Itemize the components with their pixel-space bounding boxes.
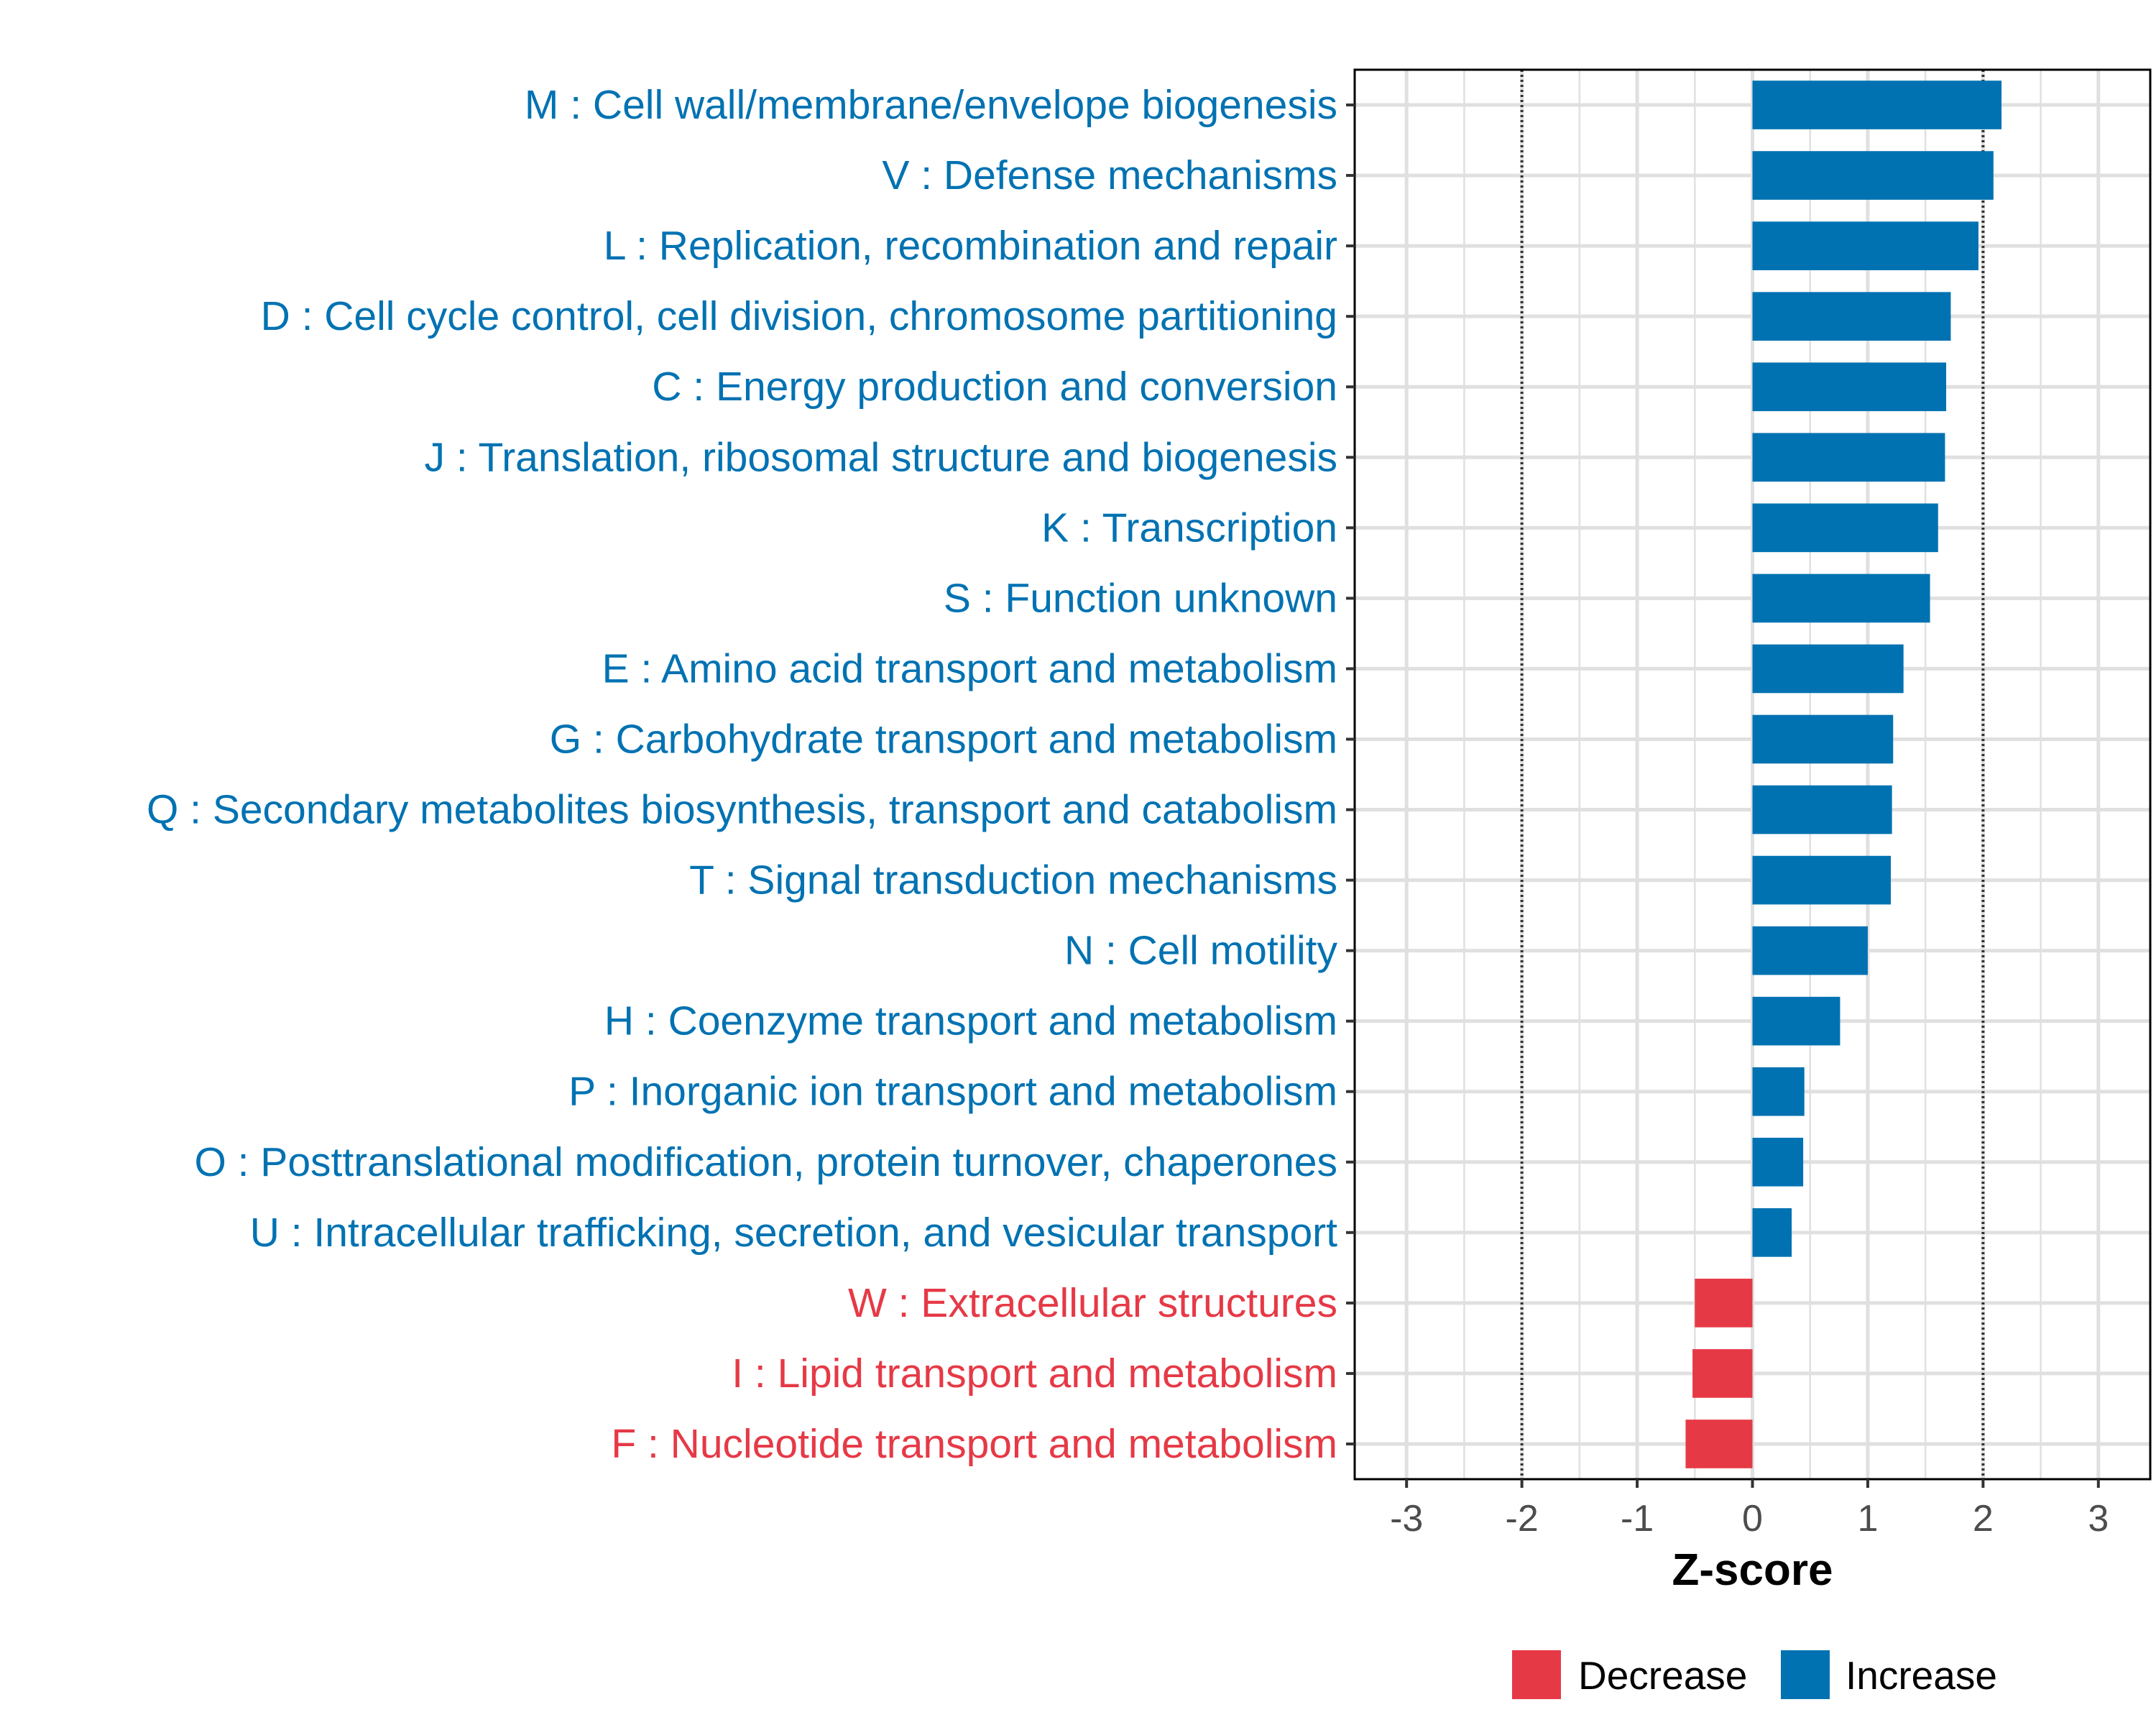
- bar-n: [1752, 926, 1868, 975]
- category-label: K : Transcription: [1041, 505, 1337, 551]
- bar-w: [1695, 1279, 1753, 1328]
- category-label: G : Carbohydrate transport and metabolis…: [550, 716, 1337, 762]
- x-tick-label: -2: [1506, 1498, 1539, 1540]
- category-label: T : Signal transduction mechanisms: [689, 857, 1337, 903]
- x-tick-label: -3: [1390, 1498, 1423, 1540]
- category-label: P : Inorganic ion transport and metaboli…: [568, 1069, 1337, 1115]
- legend-key-decrease: [1512, 1650, 1561, 1699]
- bar-t: [1752, 855, 1892, 905]
- bar-o: [1752, 1137, 1804, 1187]
- category-label: H : Coenzyme transport and metabolism: [604, 998, 1337, 1044]
- category-label: C : Energy production and conversion: [652, 364, 1337, 410]
- y-axis-ticks: [1346, 104, 1355, 1445]
- bar-d: [1752, 292, 1951, 341]
- x-tick-label: 3: [2088, 1498, 2109, 1540]
- category-label: W : Extracellular structures: [848, 1280, 1337, 1326]
- x-tick-label: 2: [1973, 1498, 1994, 1540]
- category-label: E : Amino acid transport and metabolism: [602, 645, 1337, 691]
- bar-k: [1752, 503, 1938, 553]
- x-tick-label: -1: [1621, 1498, 1654, 1540]
- x-axis-ticks: [1405, 1479, 2100, 1488]
- category-label: O : Posttranslational modification, prot…: [194, 1139, 1337, 1185]
- bars: [1685, 80, 2002, 1468]
- legend-label-increase: Increase: [1846, 1653, 1997, 1698]
- bar-l: [1752, 221, 1978, 270]
- bar-j: [1752, 433, 1945, 482]
- category-label: D : Cell cycle control, cell division, c…: [261, 293, 1337, 339]
- bar-e: [1752, 644, 1904, 694]
- bar-v: [1752, 151, 1994, 200]
- category-label: U : Intracellular trafficking, secretion…: [250, 1210, 1337, 1256]
- reference-lines: [1520, 70, 1985, 1479]
- category-label: F : Nucleotide transport and metabolism: [611, 1421, 1337, 1467]
- bar-h: [1752, 996, 1841, 1046]
- category-label: L : Replication, recombination and repai…: [604, 223, 1337, 269]
- category-label: I : Lipid transport and metabolism: [732, 1351, 1337, 1397]
- category-label: J : Translation, ribosomal structure and…: [425, 434, 1337, 480]
- bar-i: [1692, 1349, 1753, 1398]
- legend-label-decrease: Decrease: [1578, 1653, 1747, 1698]
- bar-s: [1752, 574, 1930, 623]
- bar-q: [1752, 785, 1892, 834]
- bar-c: [1752, 362, 1947, 412]
- legend: Decrease Increase: [1512, 1650, 1997, 1699]
- category-label: V : Defense mechanisms: [882, 152, 1337, 198]
- category-label: N : Cell motility: [1064, 928, 1338, 974]
- category-label: Q : Secondary metabolites biosynthesis, …: [147, 787, 1337, 833]
- bar-g: [1752, 714, 1894, 764]
- bar-u: [1752, 1208, 1792, 1257]
- x-tick-label: 0: [1742, 1498, 1763, 1540]
- bar-f: [1685, 1420, 1753, 1468]
- x-axis-tick-labels: -3 -2 -1 0 1 2 3: [1390, 1498, 2109, 1540]
- category-label: M : Cell wall/membrane/envelope biogenes…: [525, 82, 1337, 128]
- x-tick-label: 1: [1857, 1498, 1878, 1540]
- bar-p: [1752, 1067, 1805, 1116]
- legend-key-increase: [1781, 1650, 1830, 1699]
- y-axis-labels: M : Cell wall/membrane/envelope biogenes…: [147, 82, 1338, 1467]
- x-axis-title: Z-score: [1672, 1545, 1833, 1595]
- category-label: S : Function unknown: [944, 575, 1337, 621]
- bar-m: [1752, 80, 2002, 129]
